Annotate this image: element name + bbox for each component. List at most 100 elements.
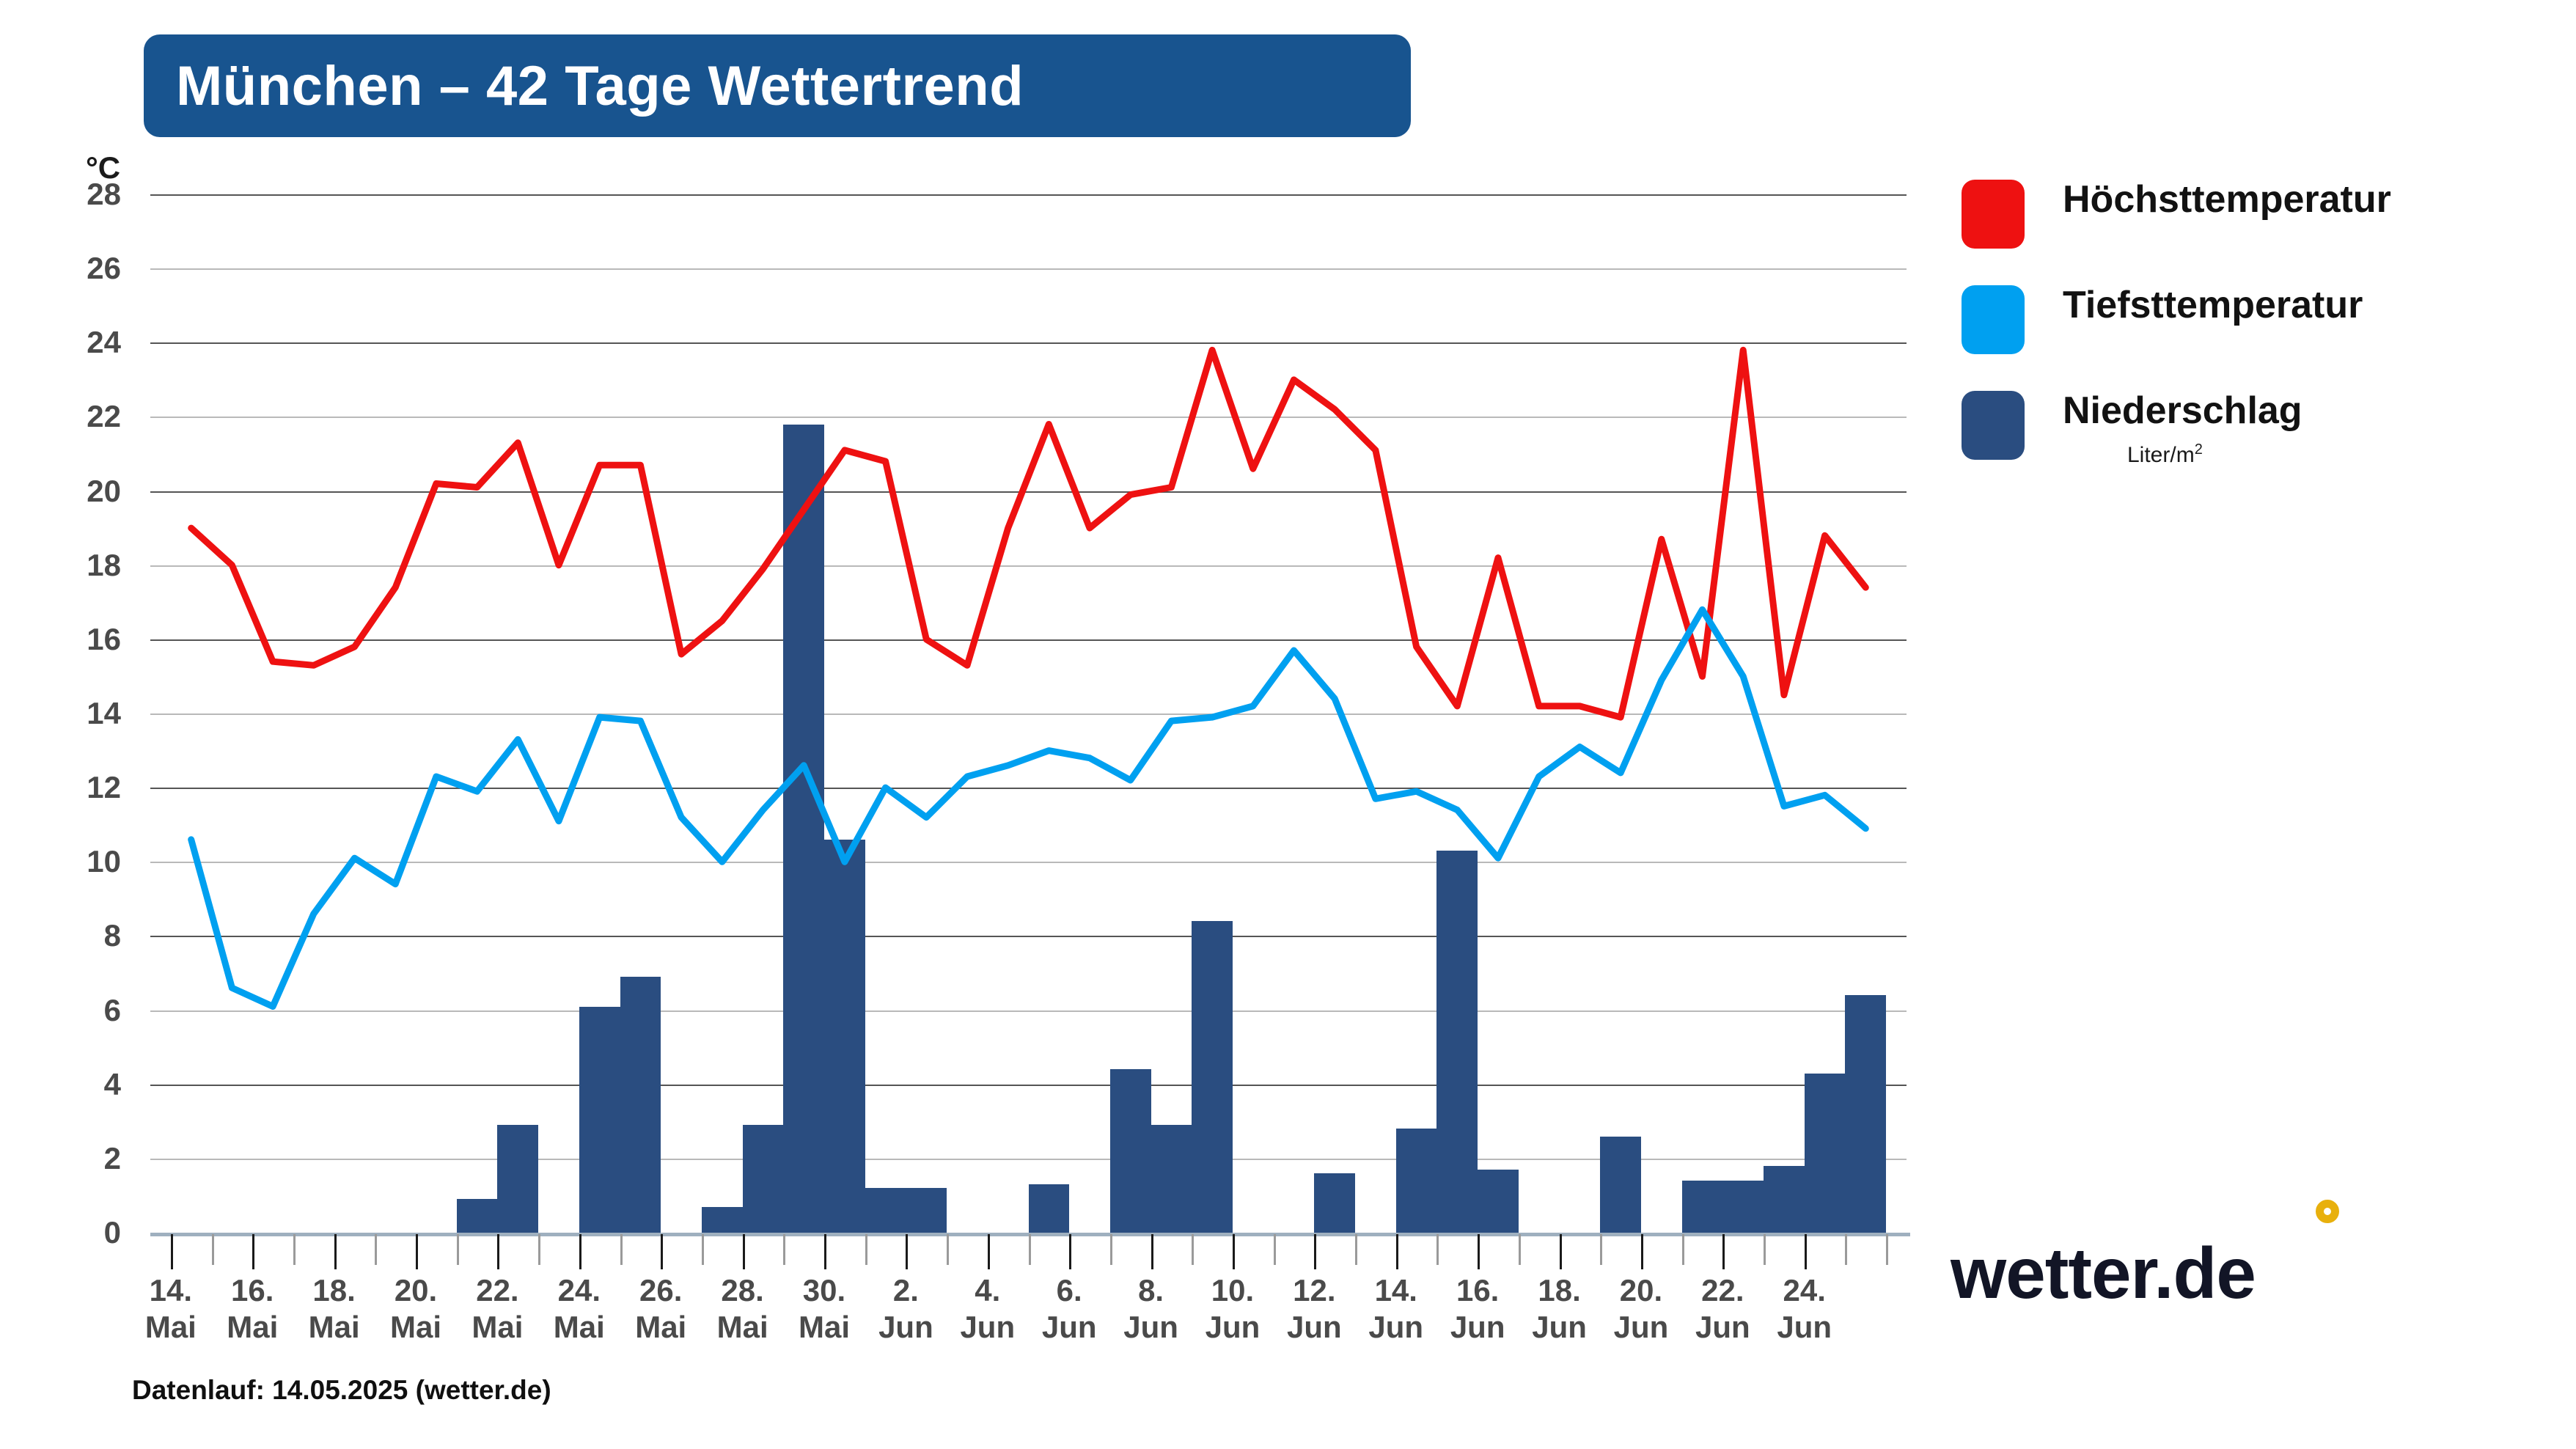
x-tick [620,1234,623,1265]
x-tick [579,1234,581,1269]
x-tick [1232,1234,1235,1269]
x-tick [252,1234,255,1269]
legend-item-tiefsttemperatur[interactable]: Tiefsttemperatur [1962,285,2475,354]
precipitation-bar[interactable] [1845,995,1887,1233]
x-tick [334,1234,337,1269]
y-tick-label: 2 [103,1140,121,1175]
x-tick [375,1234,378,1265]
y-tick-label: 28 [87,177,121,211]
x-tick-day: 10. [1211,1273,1255,1307]
precipitation-bar[interactable] [1478,1170,1519,1233]
x-tick [906,1234,909,1269]
x-tick-label: 26. Mai [602,1272,719,1345]
precipitation-bar[interactable] [1192,921,1233,1233]
x-tick-label: 20. Jun [1582,1272,1700,1345]
precipitation-bar[interactable] [579,1006,620,1233]
y-tick-label: 24 [87,325,121,360]
x-tick-day: 14. [1374,1273,1417,1307]
x-tick [1069,1234,1072,1269]
precipitation-bar[interactable] [1109,1069,1151,1233]
x-tick-month: Jun [960,1309,1016,1344]
x-tick-label: 24. Jun [1746,1272,1863,1345]
x-tick [416,1234,419,1269]
series-line-max-temp [188,346,1869,721]
gridline [150,417,1907,419]
x-tick-label: 10. Jun [1174,1272,1291,1345]
x-tick-day: 2. [892,1273,919,1307]
x-tick-day: 4. [975,1273,1001,1307]
precipitation-bar[interactable] [865,1188,906,1233]
precipitation-bar[interactable] [620,977,661,1233]
x-tick [661,1234,664,1269]
x-tick-month: Mai [144,1309,197,1344]
gridline [150,1158,1907,1160]
x-tick-month: Jun [1450,1309,1505,1344]
x-tick [1314,1234,1317,1269]
gridline [150,491,1907,493]
x-tick-day: 28. [721,1273,764,1307]
legend-item-hoechsttemperatur[interactable]: Höchsttemperatur [1962,180,2475,249]
x-tick [947,1234,950,1265]
x-tick-day: 14. [149,1273,193,1307]
x-tick [1722,1234,1725,1269]
precipitation-bar[interactable] [1764,1165,1805,1233]
x-tick-label: 18. Jun [1501,1272,1618,1345]
precipitation-bar[interactable] [783,424,824,1233]
gridline [150,788,1907,790]
x-tick-day: 30. [802,1273,846,1307]
legend-swatch-precipitation [1962,391,2025,460]
page-title: München – 42 Tage Wettertrend [176,54,1024,117]
x-tick [1518,1234,1521,1265]
gridline [150,194,1907,196]
x-tick [1355,1234,1358,1265]
x-tick-label: 16. Jun [1419,1272,1536,1345]
precipitation-bar[interactable] [1681,1181,1723,1233]
gridline [150,936,1907,938]
x-tick-label: 28. Mai [684,1272,801,1345]
x-tick-month: Mai [635,1309,687,1344]
x-tick-label: 20. Mai [357,1272,474,1345]
precipitation-bar[interactable] [701,1206,743,1233]
precipitation-bar[interactable] [824,839,865,1233]
x-tick [1273,1234,1276,1265]
x-tick-label: 14. Jun [1337,1272,1455,1345]
x-tick-day: 22. [476,1273,519,1307]
precipitation-bar[interactable] [1151,1125,1192,1233]
x-tick-month: Mai [553,1309,605,1344]
precipitation-bar[interactable] [1804,1073,1846,1233]
sun-ring-icon [2316,1200,2339,1223]
x-tick [865,1234,867,1265]
y-tick-label: 14 [87,696,121,730]
y-tick-label: 20 [87,473,121,508]
precipitation-bar[interactable] [1028,1184,1070,1233]
x-tick-month: Jun [1205,1309,1261,1344]
x-tick-label: 8. Jun [1093,1272,1210,1345]
precipitation-bar[interactable] [906,1188,947,1233]
data-run-footnote: Datenlauf: 14.05.2025 (wetter.de) [132,1375,551,1405]
precipitation-bar[interactable] [497,1125,539,1233]
x-tick [538,1234,541,1265]
legend-item-niederschlag[interactable]: Niederschlag Liter/m2 [1962,391,2475,468]
y-axis-tick-labels: 0 2 4 6 8 10 12 14 16 18 20 22 24 26 28 [33,177,121,1250]
precipitation-bar[interactable] [1722,1181,1764,1233]
x-tick-label: 30. Mai [766,1272,883,1345]
wetter-de-logo[interactable]: wetter.de [1951,1200,2339,1315]
series-line-min-temp [188,606,1869,1010]
precipitation-bar[interactable] [1436,851,1478,1233]
precipitation-bar[interactable] [1314,1173,1356,1233]
x-tick-day: 16. [1456,1273,1500,1307]
x-tick [456,1234,459,1265]
x-tick-month: Jun [1287,1309,1342,1344]
precipitation-bar[interactable] [1600,1136,1641,1233]
x-tick [170,1234,173,1269]
x-tick-label: 14. Mai [112,1272,230,1345]
y-tick-label: 4 [103,1066,121,1101]
x-tick-label: 4. Jun [929,1272,1046,1345]
precipitation-bar[interactable] [742,1125,784,1233]
x-tick-month: Mai [227,1309,279,1344]
gridline [150,1084,1907,1086]
x-tick [1764,1234,1766,1265]
precipitation-bar[interactable] [456,1199,498,1233]
precipitation-bar[interactable] [1395,1129,1437,1233]
logo-wordmark: wetter.de [1951,1233,2256,1313]
